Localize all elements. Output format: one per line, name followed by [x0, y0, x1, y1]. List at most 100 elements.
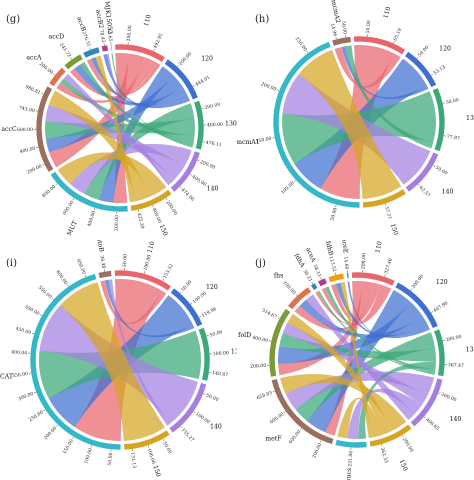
tick-mark — [72, 436, 74, 439]
tick-label: 153.52 — [162, 263, 175, 280]
chord-diagram-g: 200.00 492.95110200.00444.01120200.00400.… — [1, 1, 237, 237]
tick-mark — [431, 311, 433, 313]
group-arc-130 — [433, 328, 446, 377]
tick-label: 200.00 — [114, 215, 121, 231]
tick-label: 400.65 — [424, 417, 440, 432]
group-label-120: 120 — [201, 56, 213, 63]
tick-label: 200.00 — [440, 392, 457, 404]
tick-label: 78.43 — [98, 29, 106, 43]
group-arc-120 — [169, 287, 204, 328]
tick-mark — [277, 89, 280, 91]
group-arc-110 — [353, 35, 406, 56]
ribbon-acea-to-110 — [321, 286, 389, 325]
tick-label: 50.00 — [365, 20, 372, 34]
chord-panel-g: (g) 200.00 492.95 110 200.00 444.01 120 200.00… — [0, 0, 237, 240]
tick-mark — [147, 445, 149, 448]
tick-label: 50.00 — [205, 393, 220, 404]
group-label-accb2: accB2 — [94, 9, 104, 29]
tick-mark — [93, 208, 95, 211]
chord-diagram-h: 50.0065.1911050.0053.1312050.0077.871305… — [237, 0, 474, 236]
tick-mark — [53, 73, 56, 76]
group-arc-120 — [404, 50, 437, 88]
tick-mark — [177, 65, 180, 67]
group-label-110: 110 — [374, 241, 383, 254]
tick-label: 100.00 — [213, 350, 230, 357]
group-arc-acea — [317, 277, 328, 288]
tick-mark — [43, 409, 46, 412]
panel-label-i: (i) — [6, 258, 18, 269]
tick-mark — [424, 416, 426, 419]
tick-mark — [34, 392, 37, 394]
group-arc-140 — [168, 382, 208, 434]
tick-label: 100.00 — [280, 180, 296, 195]
ribbon-accb2-to-120 — [103, 54, 190, 109]
group-label-150: 150 — [151, 464, 161, 477]
tick-mark — [277, 317, 280, 319]
ribbon-mut-to-150 — [57, 152, 167, 197]
tick-mark — [203, 393, 206, 395]
group-arcs — [268, 271, 446, 449]
tick-label: 50.00 — [417, 45, 430, 59]
tick-label: 300.00 — [17, 391, 34, 402]
group-arc-fold — [268, 308, 291, 378]
tick-label: 743.00 — [18, 105, 35, 114]
group-arc-accd — [63, 53, 84, 71]
tick-label: 800.00 — [41, 184, 57, 199]
tick-label: 100.00 — [194, 411, 211, 425]
tick-label: 200.00 — [26, 163, 43, 175]
tick-label: 50.00 — [209, 329, 223, 338]
tick-mark — [41, 92, 44, 95]
ribbons — [44, 53, 195, 204]
ribbon-mcma1-to-150 — [298, 49, 402, 199]
tick-label: 200.00 — [260, 81, 277, 92]
group-arc-150 — [368, 423, 413, 448]
tick-label: 113.52 — [328, 256, 338, 273]
group-arc-mut — [49, 170, 129, 213]
tick-mark — [335, 204, 337, 207]
tick-mark — [272, 390, 275, 393]
tick-label: 400.00 — [11, 349, 28, 356]
tick-mark — [384, 274, 386, 277]
group-arc-110 — [114, 43, 166, 63]
tick-label: 986.81 — [24, 84, 41, 96]
group-arc-mjk15052 — [110, 44, 113, 51]
panel-label-h: (h) — [255, 14, 270, 25]
ribbon-accc-to-110 — [49, 53, 146, 168]
ribbon-atob-to-110 — [100, 280, 167, 324]
tick-label: 131.13 — [129, 452, 137, 469]
tick-label: 444.01 — [194, 75, 211, 88]
chord-panel-i: (i) 50.00 100.00 153.52 110 50.00 100.00 119.9… — [0, 240, 237, 480]
tick-mark — [410, 288, 413, 291]
ribbon-mut-to-140 — [69, 143, 192, 194]
ribbon-metf-to-150 — [280, 373, 407, 431]
group-label-mut: MUT — [66, 219, 79, 237]
group-arc-acat — [29, 273, 122, 451]
tick-label: 62.57 — [418, 185, 431, 199]
tick-label: 14.60 — [342, 256, 349, 270]
tick-mark — [162, 278, 164, 281]
tick-label: 200.00 — [43, 425, 58, 441]
tick-mark — [42, 164, 45, 166]
ribbon-acat-to-150 — [60, 282, 166, 441]
tick-mark — [295, 293, 298, 296]
group-arc-140 — [409, 377, 444, 428]
tick-mark — [393, 41, 395, 44]
group-arc-150 — [123, 429, 171, 451]
group-label-mcma2: mcmA2 — [330, 0, 342, 24]
tick-mark — [189, 174, 192, 176]
group-label-fdha: fdhA — [292, 252, 306, 269]
group-arc-140 — [404, 151, 440, 193]
panel-label-g: (g) — [6, 14, 21, 25]
tick-mark — [90, 445, 92, 448]
tick-label: 327.46 — [383, 258, 394, 275]
tick-label: 447.90 — [432, 300, 449, 314]
group-label-sucs: sucs — [345, 468, 353, 480]
ribbon-mjk15052-to-130 — [111, 53, 193, 148]
group-label-acca: accA — [26, 54, 42, 61]
group-label-fold: folD — [238, 332, 251, 339]
ribbon-sucs-to-150 — [337, 397, 383, 439]
group-label-110: 110 — [383, 6, 393, 19]
group-arc-acca — [48, 66, 67, 88]
group-arc-accb — [82, 46, 101, 59]
tick-label: 200.00 — [165, 200, 179, 217]
